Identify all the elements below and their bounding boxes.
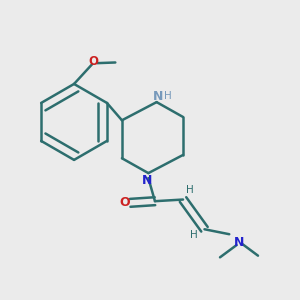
Text: H: H <box>190 230 198 240</box>
Text: N: N <box>153 90 164 103</box>
Text: N: N <box>234 236 244 249</box>
Text: O: O <box>88 55 98 68</box>
Text: H: H <box>186 184 194 195</box>
Text: N: N <box>142 174 152 187</box>
Text: O: O <box>119 196 130 209</box>
Text: H: H <box>164 91 171 101</box>
